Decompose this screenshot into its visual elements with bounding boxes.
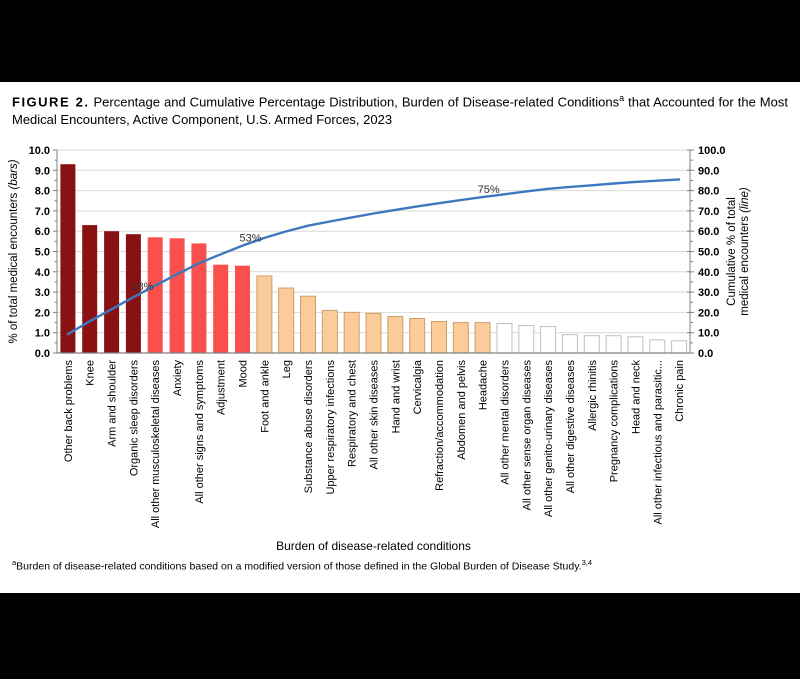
- left-tick-label: 8.0: [35, 186, 50, 198]
- left-tick-label: 0.0: [35, 348, 50, 360]
- right-tick-label: 40.0: [698, 267, 719, 279]
- left-tick-label: 5.0: [35, 247, 50, 259]
- bar-22: [518, 325, 535, 354]
- figure-panel: FIGURE 2. Percentage and Cumulative Perc…: [0, 82, 800, 593]
- category-label: Arm and shoulder: [107, 360, 119, 447]
- category-label: Organic sleep disorders: [128, 360, 140, 477]
- y-axis-left-title: % of total medical encounters (bars): [8, 159, 20, 343]
- category-label: Mood: [238, 360, 250, 388]
- bar-1: [60, 164, 76, 353]
- bar-6: [169, 238, 185, 353]
- right-tick-label: 90.0: [698, 165, 719, 177]
- bar-12: [300, 295, 316, 354]
- bar-27: [627, 336, 644, 354]
- left-tick-label: 3.0: [35, 287, 50, 299]
- x-axis-title: Burden of disease-related conditions: [276, 539, 471, 553]
- bar-3: [104, 231, 120, 353]
- right-tick-label: 100.0: [698, 145, 726, 157]
- bar-23: [540, 326, 557, 354]
- bar-13: [321, 309, 338, 354]
- category-label: Cervicalgia: [412, 359, 424, 414]
- category-label: All other mental disorders: [500, 360, 512, 485]
- category-label: Respiratory and chest: [347, 360, 359, 467]
- category-label: All other musculoskeletal diseases: [150, 360, 162, 529]
- footnote-sup: a: [12, 558, 17, 567]
- bar-24: [561, 334, 578, 354]
- category-label: Headache: [478, 360, 490, 410]
- figure-title-text-2: that Accounted for the Most Medical Enco…: [12, 94, 788, 127]
- category-label: All other infectious and parasitic...: [652, 360, 664, 524]
- y-axis-right-title: Cumulative % of totalmedical encounters …: [726, 187, 751, 316]
- bar-5: [147, 237, 163, 353]
- category-label: Pregnancy complications: [609, 360, 621, 483]
- category-label: Allergic rhinitis: [587, 360, 599, 431]
- left-tick-label: 6.0: [35, 226, 50, 238]
- category-label: All other digestive diseases: [565, 360, 577, 494]
- right-tick-label: 10.0: [698, 328, 719, 340]
- left-tick-label: 2.0: [35, 307, 50, 319]
- category-label: Refraction/accommodation: [434, 360, 446, 491]
- right-tick-label: 20.0: [698, 307, 719, 319]
- bar-9: [235, 265, 250, 353]
- left-tick-label: 4.0: [35, 267, 50, 279]
- bar-19: [452, 322, 469, 354]
- bar-10: [256, 275, 273, 354]
- bar-17: [409, 318, 426, 354]
- bar-2: [82, 225, 98, 353]
- bar-21: [496, 323, 513, 354]
- line-annotation: 28%: [131, 281, 153, 293]
- footnote-text: Burden of disease-related conditions bas…: [16, 560, 582, 573]
- figure-title: FIGURE 2. Percentage and Cumulative Perc…: [12, 92, 788, 128]
- bar-25: [583, 335, 600, 354]
- left-tick-label: 1.0: [35, 328, 50, 340]
- bar-11: [278, 287, 295, 354]
- right-tick-label: 30.0: [698, 287, 719, 299]
- figure-footnote: aBurden of disease-related conditions ba…: [12, 558, 788, 573]
- left-tick-label: 7.0: [35, 206, 50, 218]
- line-annotation: 53%: [239, 233, 261, 245]
- footnote-refs: 3,4: [581, 558, 593, 567]
- category-label: Chronic pain: [674, 360, 686, 422]
- bar-29: [671, 340, 688, 354]
- category-label: Leg: [281, 360, 293, 378]
- right-tick-label: 60.0: [698, 226, 719, 238]
- category-label: Upper respiratory infections: [325, 360, 337, 495]
- category-label: Anxiety: [172, 360, 184, 397]
- left-tick-label: 10.0: [29, 145, 50, 157]
- category-label: All other sense organ diseases: [521, 360, 533, 511]
- right-tick-label: 70.0: [698, 206, 719, 218]
- bar-28: [649, 339, 666, 354]
- left-tick-label: 9.0: [35, 165, 50, 177]
- bar-16: [387, 316, 404, 354]
- category-label: Abdomen and pelvis: [456, 360, 468, 460]
- cumulative-line: [66, 178, 681, 336]
- bar-8: [213, 264, 229, 353]
- figure-title-text: Percentage and Cumulative Percentage Dis…: [93, 94, 620, 110]
- bar-18: [431, 321, 447, 354]
- footnote-marker: a: [619, 93, 625, 103]
- category-label: Foot and ankle: [259, 360, 271, 433]
- category-label: All other signs and symptoms: [194, 360, 206, 504]
- right-tick-label: 0.0: [698, 348, 713, 360]
- category-label: Knee: [85, 360, 97, 386]
- category-label: Other back problems: [63, 360, 75, 463]
- right-tick-label: 80.0: [698, 186, 719, 198]
- bar-26: [605, 335, 622, 354]
- pareto-chart: 0.0 1.0 2.0 3.0 4.0 5.0 6.0 7.0 8.0 9.0 10.0 0.0 10.…: [8, 145, 751, 529]
- category-label: Hand and wrist: [390, 360, 402, 433]
- category-label: Substance abuse disorders: [303, 360, 315, 494]
- figure-number-label: FIGURE 2.: [12, 94, 90, 110]
- category-label: Head and neck: [630, 360, 642, 434]
- right-tick-label: 50.0: [698, 247, 719, 259]
- bar-7: [191, 243, 207, 353]
- bar-15: [365, 312, 382, 354]
- bar-14: [343, 311, 360, 354]
- line-annotation: 75%: [478, 184, 500, 196]
- bar-20: [474, 322, 491, 354]
- category-label: All other skin diseases: [369, 360, 381, 470]
- category-label: All other genito-urinary diseases: [543, 360, 555, 518]
- bar-4: [125, 234, 141, 353]
- category-label: Adjustment: [216, 360, 228, 415]
